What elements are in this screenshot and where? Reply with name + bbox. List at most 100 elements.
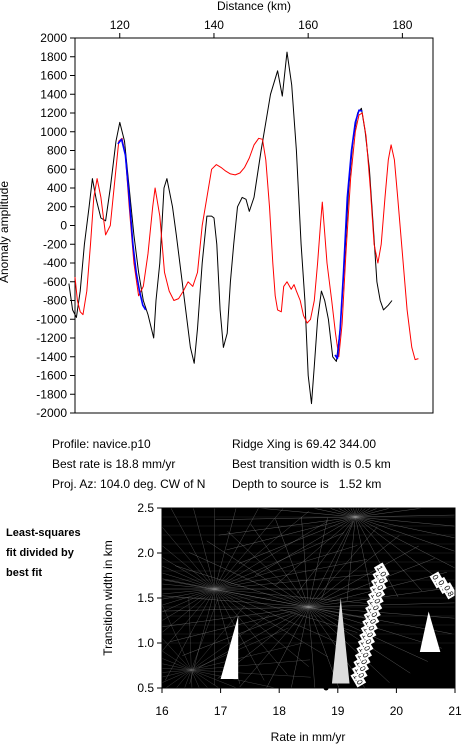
y-tick-label: -1400 [36,350,67,364]
map-y-tick-label: 0.5 [137,681,154,695]
contour-line [162,588,215,633]
contour-line [308,558,435,608]
source-depth: Depth to source is 1.52 km [232,477,381,491]
x-tick-label: 140 [204,18,224,32]
contour-line [275,519,309,608]
series-line-3 [117,138,147,311]
contour-line [191,669,209,688]
y-tick-label: 1200 [40,106,67,120]
contour-line [274,516,356,586]
profile-chart: Distance (km) Anomaly amplitude 120 140 16… [0,0,434,420]
x-tick-label: 120 [110,18,130,32]
series-lines [68,51,419,405]
contour-line [308,606,411,674]
contour-line [162,557,215,590]
contour-line [162,583,215,590]
contour-line [184,669,192,688]
contour-line [193,508,215,590]
contour-line [214,588,329,658]
contour-line [162,545,215,590]
contour-line [191,627,289,671]
contour-line [254,508,356,518]
contour-line [215,516,356,521]
contour-line [162,669,192,673]
y-tick-label: -2000 [36,406,67,420]
map-x-ticks: 16 17 18 19 20 21 [155,688,462,718]
contour-line [165,579,309,608]
contour-line [355,508,392,518]
contour-line [191,669,311,678]
contour-line [191,605,246,671]
contour-line [162,588,215,652]
contour-label-box [373,562,390,580]
contour-line [321,516,356,599]
y-tick-label: 2000 [40,31,67,45]
contour-line [308,586,455,608]
misfit-map: 1.01.01.01.01.01.01.01.01.01.01.01.01.01… [101,501,462,744]
contour-line [191,669,238,688]
contour-line [191,669,200,688]
contour-line [162,565,215,590]
y-tick-label: 1800 [40,50,67,64]
contour-line [214,508,237,590]
contour-line [191,659,311,671]
plot-frame [74,37,434,414]
contour-line [175,565,309,608]
y-tick-label: 200 [47,200,67,214]
contour-line [162,588,215,600]
map-y-tick-label: 1.0 [137,636,154,650]
contour-line [214,545,358,590]
contour-line [250,523,309,608]
contour-line [162,588,215,621]
y-tick-label: -800 [43,294,67,308]
y-tick-label: 0 [60,219,67,233]
y-tick-label: -200 [43,237,67,251]
y-tick-label: 600 [47,162,67,176]
contour-line [355,516,444,583]
y-axis-label: Anomaly amplitude [0,181,11,283]
contour-line [170,508,215,590]
contour-line [162,526,215,590]
map-x-tick-label: 17 [214,704,228,718]
contour-line [355,514,455,518]
y-tick-label: 1000 [40,125,67,139]
map-x-tick-label: 20 [390,704,404,718]
contour-line [191,669,277,688]
best-transition-width: Best transition width is 0.5 km [232,457,391,471]
side-note-line-2: fit divided by [6,547,75,559]
map-y-axis-label: Transition width in km [101,540,115,656]
map-y-tick-label: 2.5 [137,501,154,515]
contour-line [355,508,426,518]
contour-label-box [441,582,457,600]
contour-line [162,669,192,683]
map-y-ticks: 0.5 1.0 1.5 2.0 2.5 [137,501,162,695]
contour-line [162,588,215,595]
contour-line [308,606,390,683]
contour-line [162,588,215,606]
contour-line [165,669,192,688]
series-line-4 [334,109,363,360]
contour-line [355,516,455,527]
contour-line [214,559,367,590]
y-tick-label: 400 [47,181,67,195]
contour-line [290,606,309,688]
contour-line [191,614,270,671]
contour-line [308,545,419,608]
contour-line [296,516,356,594]
y-tick-label: -1600 [36,369,67,383]
side-note: Least-squares fit divided by best fit [6,527,81,579]
contour-line [170,606,309,642]
map-y-tick-label: 2.0 [137,546,154,560]
contour-line [355,516,455,539]
contour-line [182,606,309,656]
map-x-tick-label: 16 [155,704,169,718]
contour-line [162,606,309,612]
contour-line [214,588,358,633]
contour-line [214,508,259,590]
contour-line [162,650,192,671]
contour-line [214,588,288,675]
contour-line [162,603,192,671]
contour-line [355,508,379,518]
contour-line [308,535,400,608]
contour-line [191,669,193,688]
